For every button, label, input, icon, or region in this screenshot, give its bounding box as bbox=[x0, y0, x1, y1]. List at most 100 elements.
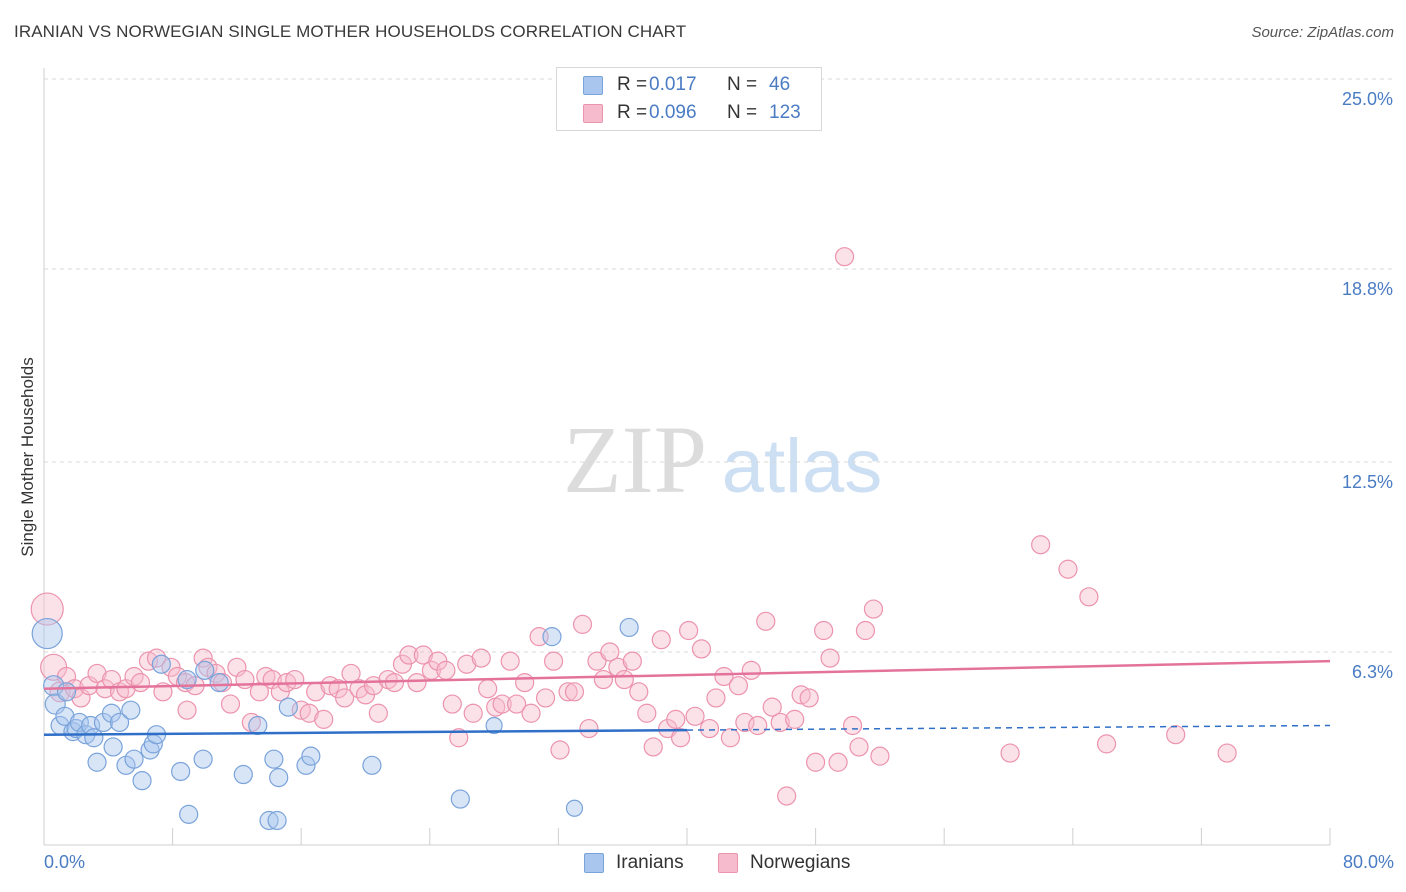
iranians-points bbox=[31, 617, 639, 831]
bottom-legend-label-iranians: Iranians bbox=[616, 852, 684, 873]
norwegians-point bbox=[30, 592, 64, 626]
iranians-point bbox=[31, 617, 63, 650]
iranians-point bbox=[179, 804, 199, 824]
iranians-point bbox=[177, 669, 197, 690]
norwegians-point bbox=[1217, 743, 1237, 763]
norwegians-point bbox=[870, 746, 890, 766]
norwegians-point bbox=[550, 740, 570, 760]
norwegians-point bbox=[777, 786, 797, 806]
x-tick-max: 80.0% bbox=[1342, 852, 1394, 872]
norwegians-point bbox=[834, 247, 855, 267]
iranians-point bbox=[151, 654, 171, 674]
legend-r-value: 0.096 bbox=[649, 102, 697, 123]
watermark-zip: ZIP bbox=[563, 406, 707, 513]
norwegians-point bbox=[457, 654, 477, 674]
norwegians-point bbox=[637, 703, 657, 723]
iranians-point bbox=[43, 675, 65, 697]
y-tick-label: 12.5% bbox=[1342, 472, 1393, 492]
iranians-point bbox=[84, 728, 104, 748]
norwegians-points bbox=[30, 247, 1237, 806]
norwegians-point bbox=[572, 614, 593, 634]
legend-r-label: R = bbox=[617, 74, 648, 95]
iranians-point bbox=[485, 716, 503, 735]
iranians-point bbox=[87, 752, 107, 772]
norwegians-point bbox=[1096, 734, 1117, 754]
iranians-point bbox=[121, 700, 141, 720]
norwegians-point bbox=[500, 651, 520, 671]
iranians-point bbox=[124, 749, 144, 769]
norwegians-point bbox=[1079, 587, 1099, 607]
norwegians-point bbox=[728, 676, 749, 696]
norwegians-point bbox=[622, 651, 642, 671]
y-tick-label: 18.8% bbox=[1342, 279, 1393, 299]
legend-n-label: N = bbox=[727, 74, 758, 95]
norwegians-point bbox=[820, 648, 840, 668]
norwegians-point bbox=[193, 648, 213, 668]
norwegians-point bbox=[299, 703, 319, 723]
norwegians-point bbox=[436, 660, 456, 680]
norwegians-point bbox=[748, 715, 768, 736]
norwegians-point bbox=[814, 620, 834, 641]
norwegians-point bbox=[770, 712, 790, 733]
norwegians-point bbox=[600, 642, 620, 662]
norwegians-point bbox=[762, 697, 782, 717]
iranians-point bbox=[193, 749, 213, 769]
norwegians-point bbox=[756, 611, 776, 631]
iranians-point bbox=[269, 767, 289, 788]
iranians-point bbox=[55, 706, 75, 726]
norwegians-point bbox=[741, 660, 761, 680]
norwegians-point bbox=[805, 752, 826, 772]
iranians-trend-extension bbox=[686, 724, 1331, 731]
norwegians-point bbox=[714, 666, 734, 687]
iranians-trend-line bbox=[43, 728, 688, 736]
norwegians-point bbox=[670, 728, 691, 748]
norwegians-point bbox=[785, 709, 805, 729]
iranians-point bbox=[362, 755, 382, 775]
iranians-point bbox=[233, 764, 253, 785]
y-tick-labels: 6.3% 12.5% 18.8% 25.0% bbox=[1342, 89, 1393, 682]
trend-lines bbox=[43, 659, 1331, 736]
norwegians-point bbox=[842, 715, 863, 736]
norwegians-point bbox=[521, 703, 541, 723]
norwegians-point bbox=[515, 673, 535, 693]
legend-swatch-iranians bbox=[583, 76, 603, 95]
iranians-point bbox=[56, 682, 77, 702]
iranians-point bbox=[109, 712, 130, 733]
iranians-point bbox=[69, 712, 89, 733]
norwegians-point bbox=[463, 703, 483, 723]
iranians-point bbox=[267, 810, 287, 831]
iranians-point bbox=[565, 799, 584, 817]
watermark: ZIP atlas bbox=[563, 406, 882, 513]
norwegians-point bbox=[492, 694, 512, 714]
legend-n-value: 123 bbox=[769, 102, 801, 123]
legend: R = 0.017 N = 46 R = 0.096 N = 123 bbox=[556, 67, 822, 131]
iranians-point bbox=[103, 737, 123, 757]
norwegians-point bbox=[507, 694, 527, 714]
gridlines bbox=[44, 78, 1393, 653]
norwegians-point bbox=[49, 681, 71, 703]
norwegians-point bbox=[720, 728, 741, 748]
norwegians-point bbox=[543, 651, 564, 671]
norwegians-trend-line bbox=[43, 659, 1331, 690]
norwegians-point bbox=[1058, 559, 1078, 579]
iranians-point bbox=[542, 627, 562, 647]
bottom-legend-swatch-iranians bbox=[584, 853, 604, 873]
norwegians-point bbox=[471, 648, 491, 668]
norwegians-point bbox=[235, 669, 255, 690]
norwegians-point bbox=[799, 688, 819, 708]
iranians-point bbox=[209, 673, 229, 693]
norwegians-point bbox=[614, 669, 634, 690]
iranians-point bbox=[171, 761, 191, 782]
iranians-point bbox=[259, 810, 279, 831]
norwegians-point bbox=[413, 645, 433, 665]
iranians-point bbox=[296, 755, 316, 775]
bottom-legend-swatch-norwegians bbox=[718, 853, 738, 873]
norwegians-point bbox=[368, 703, 388, 723]
norwegians-point bbox=[564, 682, 585, 702]
norwegians-point bbox=[335, 688, 355, 708]
iranians-point bbox=[132, 771, 152, 791]
watermark-atlas: atlas bbox=[722, 424, 883, 509]
iranians-point bbox=[619, 617, 639, 638]
norwegians-point bbox=[399, 645, 419, 665]
norwegians-point bbox=[535, 688, 556, 708]
